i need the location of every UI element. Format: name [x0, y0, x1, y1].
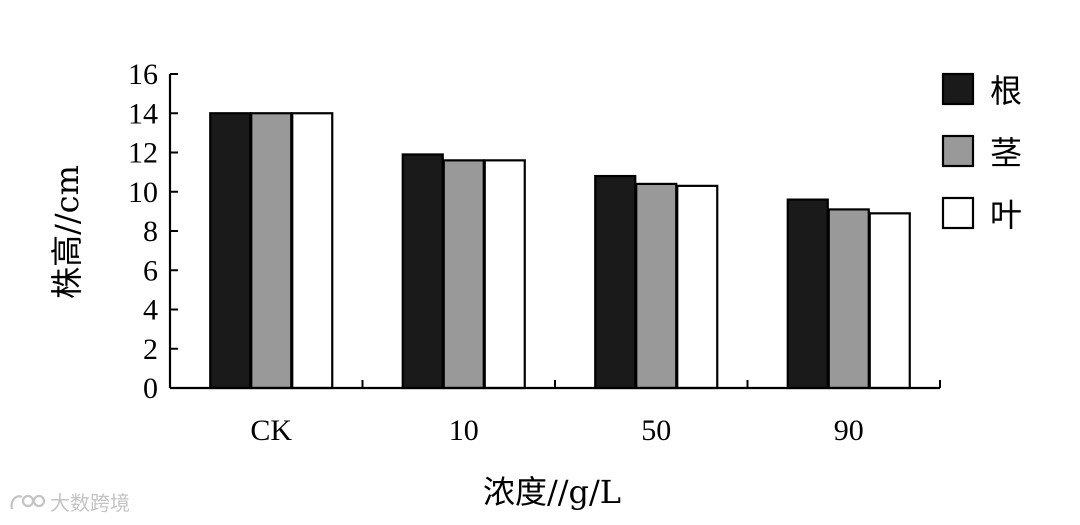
legend-swatch: [941, 72, 975, 106]
y-tick-label: 10: [128, 176, 158, 209]
watermark-text: 大数跨境: [50, 491, 130, 515]
legend: 根茎叶: [941, 72, 1022, 234]
x-axis-title: 浓度//g/L: [483, 473, 621, 511]
y-axis-title: 株高//cm: [48, 165, 86, 299]
y-tick-label: 14: [128, 97, 158, 130]
watermark-logo-icon: [10, 494, 46, 509]
y-tick-label: 2: [143, 333, 158, 366]
x-tick-label: CK: [250, 414, 292, 447]
bar-10-series-1: [401, 153, 444, 390]
y-tick-label: 6: [143, 254, 158, 287]
legend-label: 茎: [990, 134, 1022, 172]
bar-90-series-3: [868, 212, 911, 390]
x-tick-label: 50: [641, 414, 671, 447]
y-tick-label: 16: [128, 58, 158, 91]
bar-CK-series-1: [209, 112, 252, 390]
bars-group: [209, 112, 911, 390]
x-tick-label: 10: [449, 414, 479, 447]
bar-50-series-2: [635, 182, 678, 390]
y-tick-label: 8: [143, 215, 158, 248]
y-tick-label: 0: [143, 372, 158, 405]
watermark: 大数跨境: [8, 487, 130, 516]
legend-swatch: [941, 134, 975, 168]
bar-50-series-3: [676, 184, 719, 390]
bar-CK-series-3: [291, 112, 334, 390]
legend-swatch: [941, 196, 975, 230]
legend-label: 叶: [990, 196, 1022, 234]
bar-CK-series-2: [250, 112, 293, 390]
bar-50-series-1: [594, 174, 637, 390]
y-tick-label: 4: [143, 294, 158, 327]
y-tick-label: 12: [128, 137, 158, 170]
bar-90-series-1: [786, 198, 829, 390]
bar-10-series-3: [483, 159, 526, 390]
axes-group: 0 2 4 6 8 10 12 14 16 CK 10 50 90: [128, 58, 941, 447]
bar-10-series-2: [442, 159, 485, 390]
legend-label: 根: [990, 72, 1022, 110]
bar-90-series-2: [827, 208, 870, 390]
x-tick-label: 90: [834, 414, 864, 447]
